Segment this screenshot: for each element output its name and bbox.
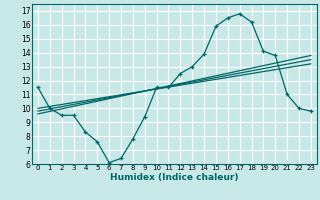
X-axis label: Humidex (Indice chaleur): Humidex (Indice chaleur): [110, 173, 239, 182]
